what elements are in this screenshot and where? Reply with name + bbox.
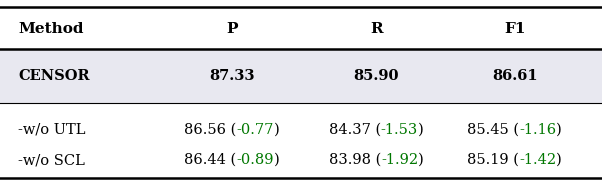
FancyBboxPatch shape <box>0 49 602 103</box>
Text: R: R <box>370 22 382 36</box>
Text: Method: Method <box>18 22 84 36</box>
Text: -0.77: -0.77 <box>237 123 274 137</box>
Text: -w/o SCL: -w/o SCL <box>18 153 85 167</box>
Text: 83.98 (: 83.98 ( <box>329 153 381 167</box>
Text: ): ) <box>418 153 424 167</box>
Text: 86.61: 86.61 <box>492 69 538 83</box>
Text: ): ) <box>556 123 562 137</box>
Text: 85.45 (: 85.45 ( <box>467 123 520 137</box>
Text: 85.90: 85.90 <box>353 69 399 83</box>
Text: -1.53: -1.53 <box>381 123 418 137</box>
Text: ): ) <box>274 123 279 137</box>
Text: ): ) <box>418 123 424 137</box>
Text: F1: F1 <box>504 22 526 36</box>
Text: 87.33: 87.33 <box>209 69 255 83</box>
Text: -w/o UTL: -w/o UTL <box>18 123 85 137</box>
Text: ): ) <box>274 153 279 167</box>
Text: CENSOR: CENSOR <box>18 69 90 83</box>
Text: ): ) <box>556 153 562 167</box>
Text: 84.37 (: 84.37 ( <box>329 123 381 137</box>
Text: P: P <box>226 22 238 36</box>
Text: -0.89: -0.89 <box>236 153 274 167</box>
Text: 86.56 (: 86.56 ( <box>184 123 237 137</box>
Text: 86.44 (: 86.44 ( <box>184 153 236 167</box>
Text: 85.19 (: 85.19 ( <box>467 153 519 167</box>
Text: -1.42: -1.42 <box>519 153 556 167</box>
Text: -1.16: -1.16 <box>520 123 556 137</box>
Text: -1.92: -1.92 <box>381 153 418 167</box>
